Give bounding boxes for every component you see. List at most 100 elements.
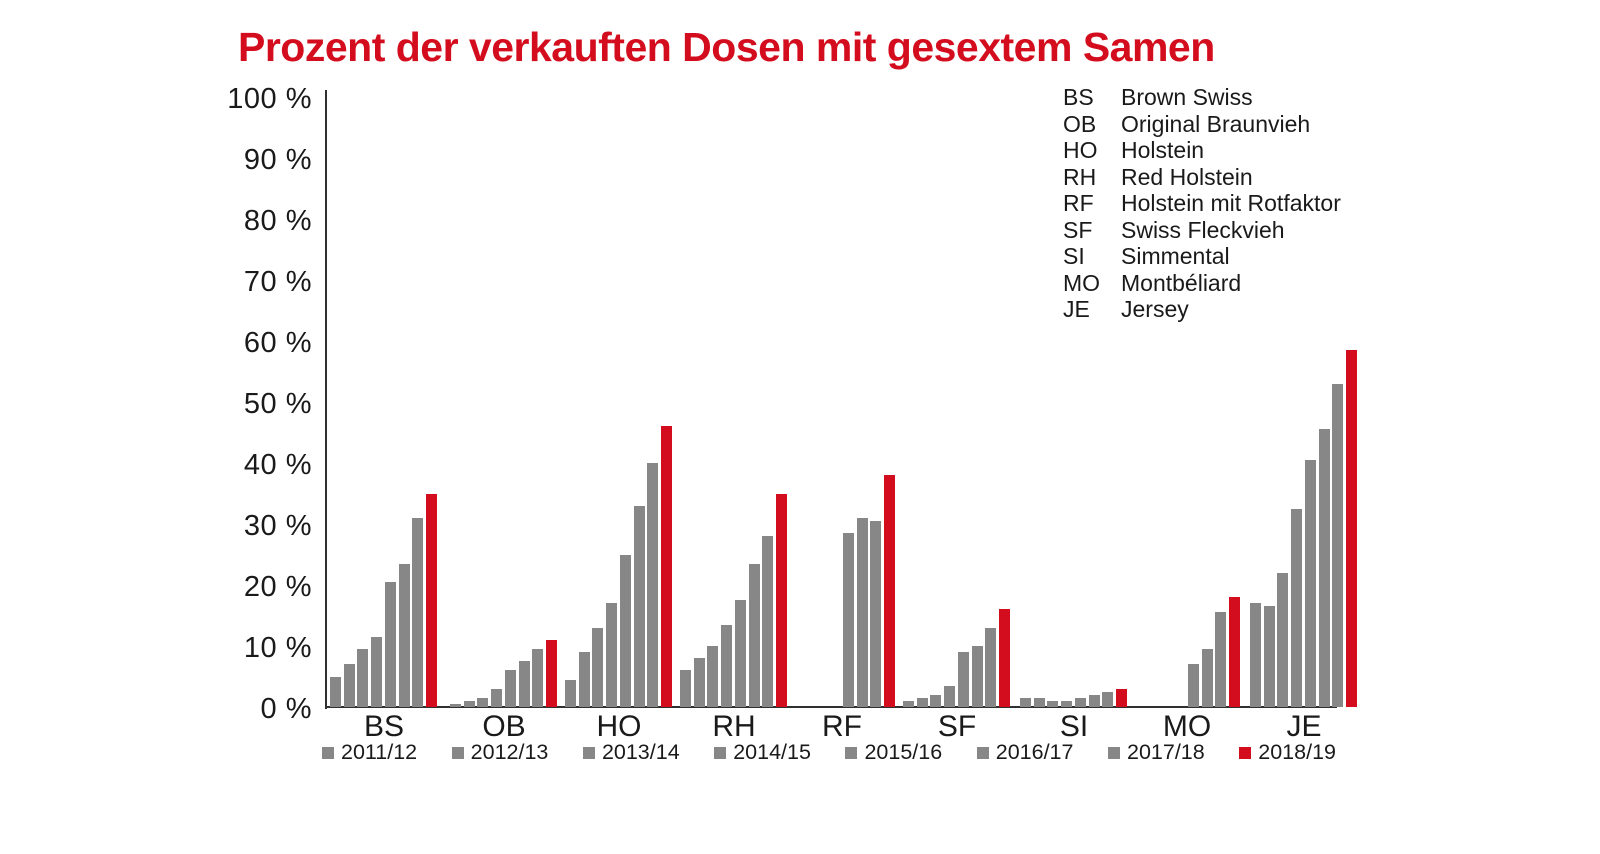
bar-sf-2018-19 — [998, 609, 1010, 707]
bar-bs-2017-18 — [412, 517, 424, 707]
x-axis-group-label-rf: RF — [822, 710, 862, 743]
y-axis-tick-label: 0 % — [260, 693, 312, 725]
breed-name: Simmental — [1121, 243, 1230, 269]
bar-ob-2012-13 — [463, 700, 475, 707]
breed-name: Jersey — [1121, 296, 1189, 322]
year-legend-label: 2013/14 — [601, 740, 680, 764]
year-legend-item: 2015/16 — [845, 740, 942, 765]
bar-sf-2016-17 — [971, 646, 983, 707]
y-axis-tick-label: 40 % — [243, 449, 312, 481]
bar-ob-2014-15 — [491, 688, 503, 707]
breed-legend: BS Brown Swiss OB Original Braunvieh HO Holst… — [1063, 84, 1341, 323]
breed-code: RF — [1063, 190, 1094, 216]
bar-rh-2018-19 — [775, 493, 787, 707]
bar-si-2013-14 — [1047, 700, 1059, 707]
bar-rh-2015-16 — [734, 600, 746, 707]
bar-rh-2016-17 — [748, 563, 760, 707]
year-legend-label: 2011/12 — [341, 740, 418, 764]
year-legend-item: 2013/14 — [582, 740, 680, 765]
bar-si-2017-18 — [1102, 691, 1114, 707]
bar-ho-2017-18 — [647, 463, 659, 707]
year-legend-item: 2016/17 — [976, 740, 1074, 765]
bar-ob-2016-17 — [518, 661, 530, 707]
breed-legend-row: JE Jersey — [1063, 296, 1341, 323]
chart-title: Prozent der verkauften Dosen mit gesexte… — [238, 24, 1215, 70]
bar-si-2018-19 — [1115, 688, 1127, 707]
breed-legend-row: HO Holstein — [1063, 137, 1341, 164]
y-axis-tick-label: 90 % — [243, 144, 312, 176]
y-axis-tick-label: 60 % — [243, 327, 312, 359]
breed-name: Red Holstein — [1121, 163, 1253, 190]
breed-name: Montbéliard — [1121, 269, 1242, 296]
year-legend-label: 2015/16 — [864, 740, 943, 764]
y-axis-tick-label: 20 % — [243, 571, 312, 603]
bar-si-2012-13 — [1033, 697, 1045, 707]
bar-group-ho — [565, 0, 672, 707]
bar-ho-2011-12 — [565, 679, 576, 707]
breed-legend-row: OB Original Braunvieh — [1063, 111, 1341, 138]
legend-swatch-icon — [845, 746, 858, 759]
breed-code: MO — [1063, 269, 1101, 296]
breed-legend-row: BS Brown Swiss — [1063, 84, 1341, 111]
bar-group-rh — [680, 0, 787, 707]
year-legend-label: 2012/13 — [470, 740, 549, 764]
bar-ho-2012-13 — [578, 652, 590, 707]
year-legend-label: 2016/17 — [995, 740, 1074, 764]
x-axis-line — [325, 706, 1337, 708]
bar-si-2016-17 — [1088, 694, 1100, 707]
bar-bs-2013-14 — [357, 649, 369, 707]
year-legend-item: 2012/13 — [451, 740, 549, 765]
breed-code: HO — [1063, 137, 1098, 163]
legend-swatch-icon — [322, 746, 334, 759]
y-axis-tick-label: 100 % — [227, 83, 312, 115]
bar-rh-2011-12 — [680, 670, 691, 707]
breed-legend-row: RH Red Holstein — [1063, 164, 1341, 191]
bar-bs-2011-12 — [330, 676, 341, 707]
bar-rf-2016-17 — [856, 517, 868, 707]
bar-ho-2016-17 — [633, 505, 645, 707]
bar-mo-2016-17 — [1201, 649, 1213, 707]
legend-swatch-icon — [1239, 746, 1252, 759]
bar-je-2018-19 — [1345, 350, 1357, 707]
bar-ob-2013-14 — [477, 697, 489, 707]
year-legend-label: 2017/18 — [1127, 740, 1205, 764]
bar-rh-2014-15 — [721, 624, 733, 707]
y-axis-line — [325, 90, 327, 709]
year-legend-item: 2011/12 — [322, 740, 417, 765]
bar-bs-2014-15 — [371, 636, 383, 707]
breed-code: SI — [1063, 243, 1085, 269]
breed-code: BS — [1063, 84, 1094, 110]
bar-bs-2016-17 — [398, 563, 410, 707]
x-axis-group-label-bs: BS — [363, 710, 405, 743]
breed-name: Brown Swiss — [1121, 84, 1253, 110]
bar-je-2014-15 — [1291, 508, 1303, 707]
bar-je-2013-14 — [1277, 572, 1289, 707]
year-legend: 2011/12 2012/13 2013/14 2014/15 2015/16 2016/… — [322, 740, 1336, 765]
bar-sf-2011-12 — [903, 700, 914, 707]
bar-group-bs — [330, 0, 437, 707]
bar-ho-2018-19 — [660, 426, 672, 707]
bar-mo-2017-18 — [1215, 612, 1227, 707]
x-axis-group-label-rh: RH — [712, 710, 756, 743]
bar-je-2011-12 — [1250, 603, 1261, 707]
bar-je-2017-18 — [1332, 383, 1344, 707]
y-axis-tick-label: 10 % — [243, 632, 312, 664]
bar-group-rf — [788, 0, 895, 707]
breed-code: JE — [1063, 296, 1090, 322]
legend-swatch-icon — [714, 746, 727, 759]
bar-group-sf — [903, 0, 1010, 707]
bar-ho-2015-16 — [619, 554, 631, 707]
year-legend-label: 2018/19 — [1258, 740, 1336, 764]
bar-bs-2018-19 — [425, 493, 437, 707]
year-legend-label: 2014/15 — [733, 740, 811, 764]
bar-si-2015-16 — [1074, 697, 1086, 707]
legend-swatch-icon — [976, 746, 989, 759]
year-legend-item: 2014/15 — [714, 740, 811, 765]
breed-name: Holstein mit Rotfaktor — [1121, 190, 1341, 216]
bar-je-2016-17 — [1318, 429, 1330, 707]
bar-sf-2014-15 — [944, 685, 956, 707]
bar-rf-2015-16 — [842, 533, 854, 707]
bar-mo-2015-16 — [1187, 664, 1199, 707]
bar-rh-2013-14 — [707, 646, 719, 707]
